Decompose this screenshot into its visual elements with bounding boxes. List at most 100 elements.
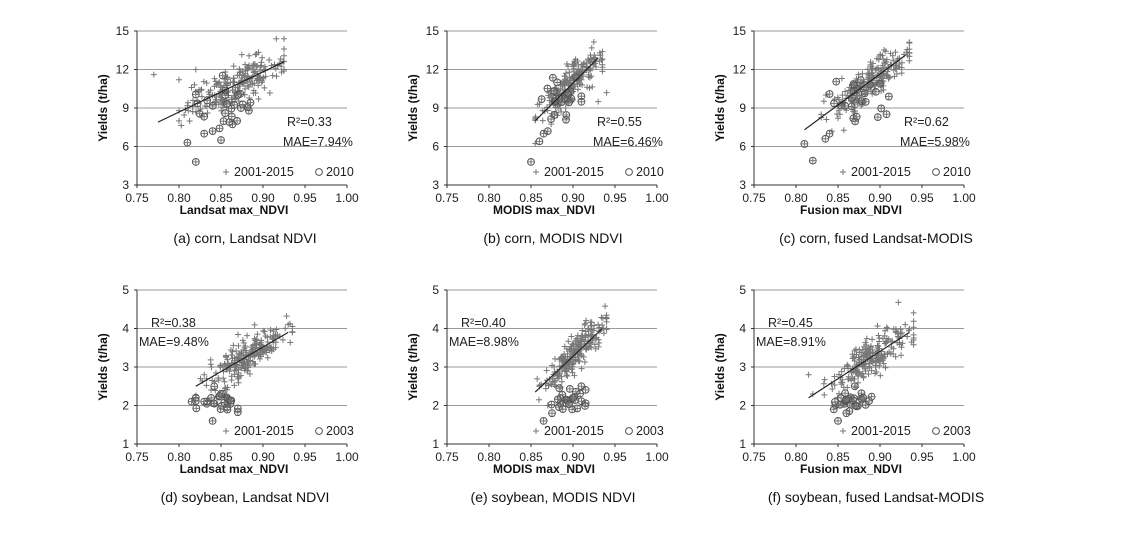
data-point-cross	[240, 360, 247, 367]
data-point-cross	[563, 368, 570, 375]
data-point-cross	[843, 410, 850, 417]
r-squared-label: R²=0.55	[597, 115, 642, 129]
data-point-cross	[877, 372, 884, 379]
data-point-cross	[561, 73, 568, 80]
data-point-circle	[842, 409, 851, 418]
data-point-cross	[549, 410, 555, 417]
data-point-cross	[227, 346, 234, 353]
x-tick-label: 0.95	[910, 450, 934, 464]
data-point-cross	[185, 99, 192, 106]
data-point-circle	[550, 87, 559, 95]
data-point-cross	[861, 343, 868, 350]
data-point-cross	[278, 63, 285, 70]
data-point-cross	[252, 360, 259, 367]
data-point-cross	[910, 331, 917, 338]
legend-label-circle: 2010	[943, 165, 971, 179]
legend-label-cross: 2001-2015	[544, 424, 604, 438]
data-point-cross	[818, 111, 825, 118]
data-point-cross	[599, 315, 606, 322]
y-tick-label: 9	[432, 101, 439, 115]
data-point-cross	[860, 352, 867, 359]
data-point-cross	[266, 56, 273, 63]
y-tick-label: 5	[739, 283, 746, 297]
data-point-cross	[853, 113, 860, 120]
data-point-cross	[282, 325, 289, 332]
data-point-cross	[548, 401, 555, 408]
data-point-circle	[226, 396, 235, 405]
data-point-circle	[873, 113, 882, 122]
data-point-cross	[242, 85, 249, 92]
y-tick-label: 5	[122, 283, 129, 297]
data-point-circle	[539, 129, 548, 138]
data-point-circle	[217, 136, 225, 144]
data-point-cross	[562, 95, 569, 102]
x-tick-label: 1.00	[645, 450, 669, 464]
data-point-circle	[543, 84, 552, 93]
data-point-cross	[848, 369, 855, 376]
data-point-cross	[239, 101, 246, 108]
data-point-cross	[839, 92, 846, 99]
data-point-cross	[231, 79, 238, 86]
data-point-cross	[273, 35, 280, 42]
x-tick-label: 0.90	[251, 191, 275, 205]
data-point-cross	[588, 44, 595, 51]
data-point-circle	[876, 79, 885, 88]
data-point-circle	[836, 400, 844, 409]
data-point-cross	[820, 98, 827, 105]
data-point-cross	[192, 91, 199, 98]
data-point-circle	[217, 390, 225, 398]
data-point-cross	[826, 91, 833, 98]
data-point-cross	[578, 365, 585, 372]
data-point-cross	[261, 328, 268, 335]
data-point-cross	[835, 417, 841, 424]
data-point-cross	[591, 322, 598, 329]
y-tick-label: 15	[733, 24, 747, 38]
data-point-circle	[858, 395, 866, 404]
data-point-cross	[251, 69, 258, 76]
data-point-cross	[599, 48, 606, 55]
data-point-cross	[867, 343, 874, 350]
data-point-cross	[197, 87, 204, 94]
data-point-cross	[838, 368, 845, 375]
data-point-cross	[188, 84, 195, 91]
data-point-cross	[868, 63, 875, 70]
data-point-cross	[566, 346, 573, 353]
data-point-cross	[890, 351, 897, 358]
data-point-circle	[829, 405, 838, 414]
data-point-cross	[222, 384, 229, 391]
data-point-cross	[253, 64, 260, 71]
data-point-cross	[258, 341, 265, 348]
data-point-cross	[840, 127, 847, 134]
x-axis-title: Fusion max_NDVI	[800, 203, 902, 217]
data-point-cross	[878, 105, 885, 112]
data-point-cross	[898, 59, 905, 66]
data-point-cross	[563, 70, 570, 77]
data-point-circle	[187, 397, 196, 406]
data-point-cross	[590, 56, 597, 63]
data-point-cross	[192, 398, 199, 405]
y-tick-label: 3	[739, 360, 746, 374]
data-point-cross	[261, 84, 268, 91]
data-point-circle	[830, 99, 838, 108]
data-point-cross	[558, 108, 565, 115]
r-squared-label: R²=0.38	[151, 316, 196, 330]
data-point-cross	[588, 332, 595, 339]
data-point-cross	[597, 52, 604, 59]
data-point-cross	[844, 384, 851, 391]
data-point-cross	[836, 401, 843, 408]
y-tick-label: 6	[122, 140, 129, 154]
data-point-cross	[856, 346, 863, 353]
data-point-cross	[536, 138, 543, 145]
data-point-cross	[859, 70, 866, 77]
data-point-cross	[864, 345, 871, 352]
data-point-cross	[895, 299, 902, 306]
x-tick-label: 0.75	[742, 191, 766, 205]
data-point-cross	[230, 342, 237, 349]
data-point-cross	[845, 373, 852, 380]
legend-label-cross: 2001-2015	[851, 165, 911, 179]
data-point-cross	[264, 354, 271, 361]
data-point-cross	[226, 119, 233, 126]
mae-label: MAE=6.46%	[593, 135, 663, 149]
data-point-cross	[224, 406, 231, 413]
data-point-cross	[869, 336, 876, 343]
